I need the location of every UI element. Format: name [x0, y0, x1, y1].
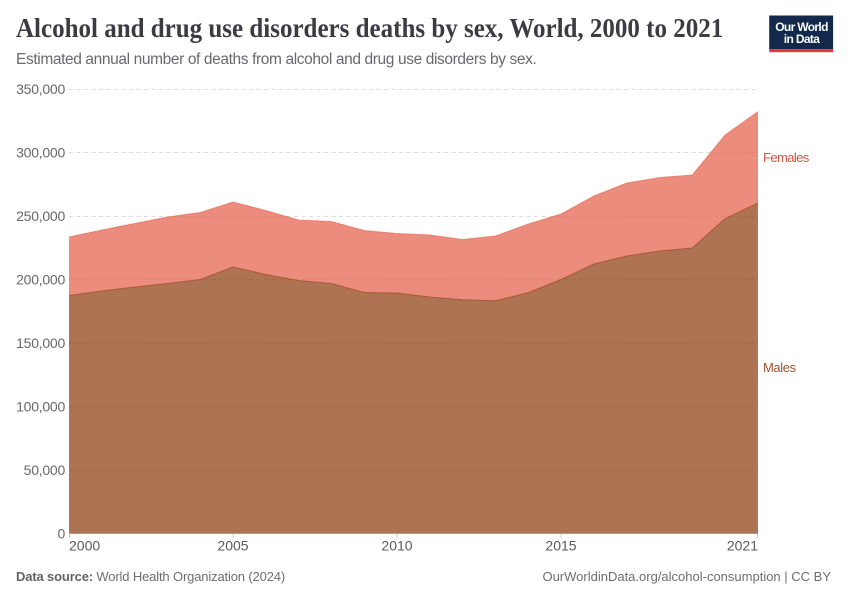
svg-text:300,000: 300,000 — [16, 145, 65, 161]
svg-text:2015: 2015 — [545, 537, 576, 553]
svg-text:0: 0 — [57, 526, 65, 542]
svg-text:Our World: Our World — [775, 20, 828, 34]
svg-text:Data source: World Health Orga: Data source: World Health Organization (… — [16, 569, 285, 584]
svg-text:2005: 2005 — [217, 537, 248, 553]
svg-text:OurWorldinData.org/alcohol-con: OurWorldinData.org/alcohol-consumption |… — [542, 569, 831, 584]
svg-text:200,000: 200,000 — [16, 272, 65, 288]
svg-text:2000: 2000 — [69, 537, 100, 553]
svg-text:Females: Females — [763, 150, 810, 165]
svg-text:150,000: 150,000 — [16, 335, 65, 351]
svg-text:250,000: 250,000 — [16, 208, 65, 224]
svg-text:2010: 2010 — [381, 537, 412, 553]
svg-text:350,000: 350,000 — [16, 81, 65, 97]
svg-text:Estimated annual number of dea: Estimated annual number of deaths from a… — [16, 51, 536, 68]
svg-text:in Data: in Data — [784, 32, 820, 46]
svg-text:Alcohol and drug use disorders: Alcohol and drug use disorders deaths by… — [16, 13, 723, 43]
svg-text:50,000: 50,000 — [24, 462, 66, 478]
svg-text:Males: Males — [763, 360, 797, 375]
svg-text:2021: 2021 — [727, 537, 758, 553]
svg-text:100,000: 100,000 — [16, 399, 65, 415]
